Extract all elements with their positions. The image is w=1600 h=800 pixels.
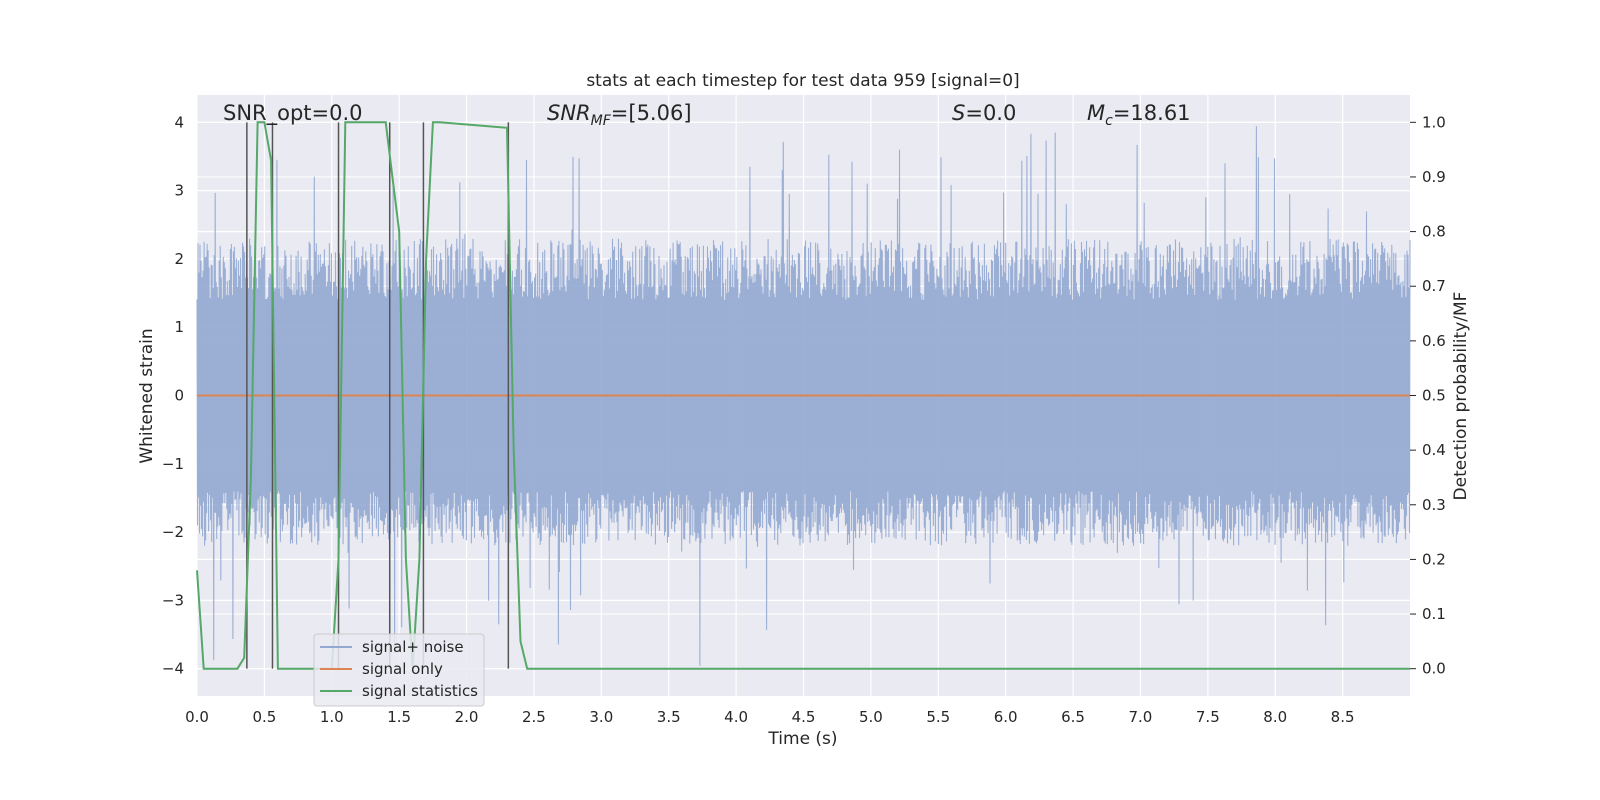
x-tick-label: 6.0	[994, 708, 1018, 726]
y-tick-label: 3	[174, 182, 184, 200]
x-tick-label: 2.5	[522, 708, 546, 726]
x-tick-label: 2.0	[455, 708, 479, 726]
x-tick-label: 1.5	[387, 708, 411, 726]
annotation-mc-value: =18.61	[1113, 101, 1191, 125]
y-right-tick-label: 0.5	[1422, 387, 1446, 405]
legend-box	[313, 633, 485, 707]
annotation-mc-subscript: c	[1105, 113, 1113, 129]
annotation-snr-mf-symbol: SNR	[547, 101, 591, 125]
y-tick-label: 1	[174, 318, 184, 336]
x-tick-label: 1.0	[320, 708, 344, 726]
legend-label-signal-noise: signal+ noise	[362, 638, 464, 656]
x-tick-label: 0.5	[252, 708, 276, 726]
x-tick-label: 8.5	[1331, 708, 1355, 726]
x-tick-label: 4.5	[792, 708, 816, 726]
y-axis-label: Whitened strain	[137, 328, 157, 463]
y-right-tick-label: 0.6	[1422, 332, 1446, 350]
signal-statistics-line	[196, 121, 1410, 670]
annotation-snr-mf: SNRMF=[5.06]	[547, 101, 692, 129]
y-right-tick-label: 0.8	[1422, 223, 1446, 241]
annotation-snr-mf-subscript: MF	[591, 113, 612, 129]
x-tick-label: 5.5	[926, 708, 950, 726]
x-tick-label: 6.5	[1061, 708, 1085, 726]
y-tick-label: −1	[162, 455, 184, 473]
y-right-tick-label: 0.0	[1422, 660, 1446, 678]
y-axis-ticks: 4 3 2 1 0 −1 −2 −3 −4	[162, 113, 184, 677]
y-right-tick-label: 0.2	[1422, 550, 1446, 568]
y-tick-label: 2	[174, 250, 184, 268]
x-tick-label: 3.0	[589, 708, 613, 726]
annotation-mc-symbol: M	[1087, 101, 1105, 125]
y-tick-label: −2	[162, 523, 184, 541]
y-tick-label: 4	[174, 113, 184, 131]
x-tick-label: 4.0	[724, 708, 748, 726]
y-right-axis-ticks: 1.0 0.9 0.8 0.7 0.6 0.5 0.4 0.3 0.2 0.1 0.0	[1410, 113, 1446, 678]
y-tick-label: 0	[174, 387, 184, 405]
y-right-tick-label: 0.3	[1422, 496, 1446, 514]
chart-title: stats at each timestep for test data 959…	[586, 71, 1019, 91]
x-axis-ticks: 0.0 0.5 1.0 1.5 2.0 2.5 3.0 3.5 4.0 4.5 5.0 5.5 6.0 6…	[185, 708, 1354, 726]
annotation-snr-mf-value: =[5.06]	[611, 101, 692, 125]
x-axis-label: Time (s)	[767, 729, 837, 749]
x-tick-label: 8.0	[1263, 708, 1287, 726]
y-right-tick-label: 1.0	[1422, 113, 1446, 131]
x-tick-label: 7.0	[1129, 708, 1153, 726]
y-right-tick-label: 0.7	[1422, 277, 1446, 295]
legend-label-signal-only: signal only	[362, 660, 443, 678]
x-tick-label: 7.5	[1196, 708, 1220, 726]
y-tick-label: −3	[162, 591, 184, 609]
y-right-tick-label: 0.9	[1422, 168, 1446, 186]
annotation-s-value: =0.0	[965, 101, 1016, 125]
annotation-mc: Mc=18.61	[1087, 101, 1191, 129]
signal-statistics-series	[196, 121, 1410, 670]
x-tick-label: 3.5	[657, 708, 681, 726]
y-tick-label: −4	[162, 660, 184, 678]
legend: signal+ noise signal only signal statist…	[313, 633, 485, 707]
annotation-s-symbol: S	[952, 101, 965, 125]
y-right-tick-label: 0.4	[1422, 441, 1446, 459]
annotation-snr-opt: SNR_opt=0.0	[223, 101, 363, 126]
y-right-tick-label: 0.1	[1422, 605, 1446, 623]
x-tick-label: 0.0	[185, 708, 209, 726]
y-right-axis-label: Detection probability/MF	[1451, 292, 1471, 501]
x-tick-label: 5.0	[859, 708, 883, 726]
annotation-s: S=0.0	[952, 101, 1016, 125]
legend-label-signal-statistics: signal statistics	[362, 682, 478, 700]
